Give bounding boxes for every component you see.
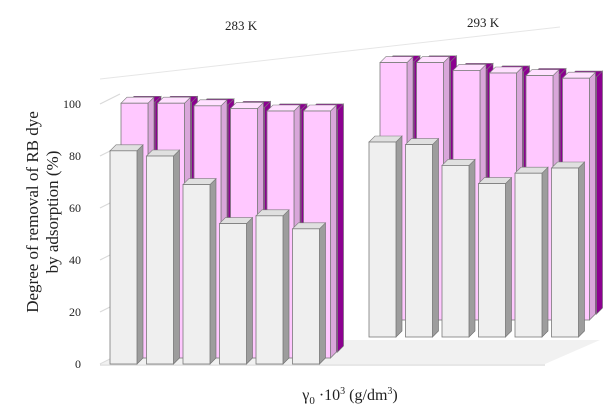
bar-front-p2-5 <box>514 166 549 338</box>
bar-front-p2-1-side <box>395 135 403 338</box>
bar-front-p1-1 <box>109 144 144 365</box>
y-axis-ticks: 0 20 40 60 80 100 <box>63 97 81 371</box>
y-tick-label: 0 <box>75 357 81 371</box>
bar-front-p1-5-side <box>282 209 290 365</box>
bar-back-p2-5-top <box>525 69 560 76</box>
bar-back-p2-4-top <box>488 66 524 74</box>
bar-front-p2-1 <box>368 135 403 338</box>
y-axis-title-line1: Degree of removal of RB dye <box>23 111 42 313</box>
y-tick-label: 80 <box>69 149 81 163</box>
y-axis-title: Degree of removal of RB dye by adsorptio… <box>23 111 62 313</box>
bars <box>109 55 604 365</box>
bar-front-p1-2-front <box>146 155 174 365</box>
bar-back-p2-3-top <box>452 64 487 71</box>
gridline-5 <box>99 93 121 105</box>
bar-front-p1-3-front <box>182 184 211 365</box>
bar-front-p1-4-top <box>218 217 254 224</box>
y-tick-label: 100 <box>63 97 81 111</box>
bar-front-p2-4-front <box>478 183 506 338</box>
bar-front-p2-2-front <box>405 144 433 338</box>
x-axis-title: γ0 ·103 (g/dm3) <box>301 386 397 407</box>
back-wall-top-edge <box>99 26 561 80</box>
panel-title-283k: 283 K <box>225 18 258 33</box>
bar-front-p2-4-top <box>477 177 513 184</box>
bar-front-p1-1-top <box>109 144 144 152</box>
bar-front-p1-6-front <box>292 228 320 365</box>
bar-back-p2-6-top <box>561 71 597 79</box>
bar-front-p1-3-side <box>209 177 217 365</box>
bar-front-p2-3-side <box>468 158 476 338</box>
bar-front-p1-4-side <box>246 216 253 365</box>
bar-backshade-p1-6-side <box>337 103 344 353</box>
bar-front-p1-6 <box>291 222 327 365</box>
bar-front-p2-5-side <box>541 166 549 338</box>
y-tick-label: 60 <box>69 201 81 215</box>
bar-front-p2-2-top <box>404 138 440 145</box>
bar-backshade-p2-6-side <box>596 70 603 315</box>
y-axis-title-line2: by adsorption (%) <box>43 151 62 274</box>
bar-front-p1-2-side <box>173 149 180 365</box>
bar-front-p1-3 <box>182 177 217 365</box>
y-tick-label: 20 <box>69 305 81 319</box>
y-tick-label: 40 <box>69 253 81 267</box>
bar-front-p1-4-front <box>219 223 247 365</box>
bar-front-p2-6-front <box>551 167 579 338</box>
bar-back-p2-1-top <box>379 56 414 63</box>
bar-front-p2-1-front <box>368 141 397 338</box>
bar-front-p2-6-side <box>578 161 585 338</box>
bar-front-p1-1-side <box>136 144 144 365</box>
bar-back-p1-6-top <box>302 104 338 112</box>
bar-front-p1-6-side <box>319 222 326 365</box>
bar-front-p2-2-side <box>432 137 439 338</box>
bar-front-p2-2 <box>404 137 440 338</box>
bar-back-p1-6-side <box>330 104 337 359</box>
bar-front-p1-2-top <box>145 149 181 157</box>
bar-front-p1-6-top <box>291 222 327 230</box>
bar-back-p1-2-top <box>156 96 192 104</box>
bar-back-p2-6-side <box>589 71 596 321</box>
bar-front-p1-2 <box>145 149 181 365</box>
panel-title-293k: 293 K <box>467 15 500 30</box>
bar-front-p1-4 <box>218 216 254 365</box>
bar-back-p1-4-top <box>229 102 265 109</box>
bar-front-p2-4 <box>477 176 513 338</box>
bar-front-p2-1-top <box>368 135 403 143</box>
bar-front-p1-5 <box>255 209 290 365</box>
bar-front-p1-5-top <box>255 209 290 217</box>
bar-front-p2-3-top <box>441 159 476 166</box>
bar-front-p2-6-top <box>550 161 586 169</box>
bar-back-p2-2-top <box>415 56 451 63</box>
bar-front-p2-5-top <box>514 166 549 174</box>
bar-front-p1-5-front <box>255 215 284 365</box>
bar-front-p2-6 <box>550 161 586 338</box>
bar-front-p1-3-top <box>182 178 217 185</box>
bar-front-p2-3 <box>441 158 476 338</box>
bar-back-p1-5-top <box>266 104 301 112</box>
bar-back-p1-3-top <box>193 99 228 107</box>
bar-front-p2-5-front <box>514 172 543 338</box>
bar-front-p2-3-front <box>441 164 470 338</box>
bar-back-p1-1-top <box>120 96 155 104</box>
bar-front-p1-1-front <box>109 150 138 365</box>
bar-front-p2-4-side <box>505 176 512 338</box>
